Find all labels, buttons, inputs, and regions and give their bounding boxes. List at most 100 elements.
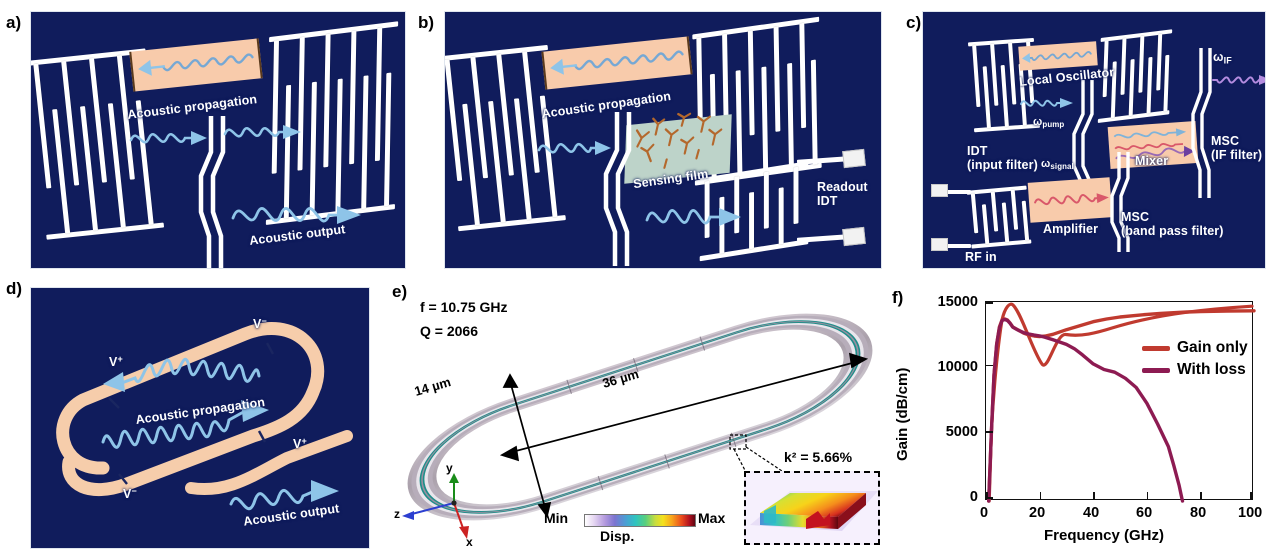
rf-in-pad-upper-c (931, 184, 948, 197)
v-minus-top-sign: − (261, 316, 267, 326)
panel-f-x-axis-title: Frequency (GHz) (1044, 527, 1165, 544)
panel-b-canvas: Acoustic propagation Sensing film Readou… (444, 11, 882, 269)
panel-f-legend-item-with-loss[interactable]: With loss (1142, 361, 1248, 379)
panel-c-label-omega-if: ωIF (1213, 50, 1232, 65)
panel-e-frequency: f = 10.75 GHz (420, 299, 508, 315)
panel-e-colorbar-min-label: Min (544, 510, 569, 526)
panel-f-xtick-label-40: 40 (1083, 505, 1100, 521)
omega-if-symbol: ω (1213, 50, 1224, 64)
panel-d-label-v-plus-bottom: V+ (293, 436, 307, 451)
panel-f-xtick-label-0: 0 (980, 505, 989, 521)
panel-f-label: f) (892, 288, 904, 307)
v-plus-top-sign: + (117, 354, 123, 364)
panel-e-colorbar-max-label: Max (698, 510, 726, 526)
panel-e-axis-label-x: x (466, 535, 473, 549)
v-plus-bottom-symbol: V (293, 437, 302, 452)
omega-pump-subscript: pump (1042, 119, 1065, 129)
panel-e-axis-label-z: z (394, 507, 400, 521)
racetrack-resonator-e (402, 313, 873, 539)
panel-f-xtick-mark-20 (1039, 492, 1042, 499)
panel-d-label: d) (6, 279, 23, 298)
panel-f-legend: Gain only With loss (1142, 339, 1248, 383)
readout-pad-top-b (842, 148, 866, 169)
panel-f-legend-swatch-with-loss (1142, 367, 1170, 373)
panel-d-label-v-minus-top: V− (253, 316, 267, 331)
panel-f-xtick-label-60: 60 (1136, 505, 1153, 521)
msc-bandpass-waveguide-c (1110, 152, 1130, 252)
panel-f-xtick-mark-40 (1093, 492, 1095, 499)
msc-if-waveguide-c (1191, 48, 1212, 198)
propagation-wave-a (138, 53, 254, 76)
panel-f-ytick-mark-15000 (986, 302, 993, 304)
panel-f-ytick-mark-0 (986, 497, 993, 499)
rf-in-idt-c (966, 185, 1034, 249)
input-wave-b (537, 141, 611, 155)
if-wave-c (1212, 75, 1265, 85)
propagation-wave-b (550, 50, 684, 75)
output-wave-a (231, 206, 361, 224)
v-plus-top-symbol: V (109, 355, 118, 370)
panel-e-label: e) (392, 282, 408, 301)
panel-f-legend-item-gain-only[interactable]: Gain only (1142, 339, 1248, 357)
omega-pump-symbol: ω (1033, 116, 1043, 128)
panel-c-label-msc-bandpass: MSC (band pass filter) (1121, 210, 1224, 239)
panel-b-label: b) (418, 13, 435, 32)
rf-in-pad-lower-c (931, 238, 948, 251)
rf-in-lead-lower-c (945, 244, 971, 248)
panel-d-label-v-plus-top: V+ (109, 354, 123, 369)
panel-b-label-readout-idt: Readout IDT (817, 180, 868, 209)
mode-shape-cross-section (746, 473, 878, 543)
panel-f-xtick-label-20: 20 (1029, 505, 1046, 521)
output-wave-b (645, 208, 741, 226)
panel-f-curves (987, 302, 1256, 503)
panel-d-canvas: V+ V− V+ V− Acoustic propagation Acousti… (30, 287, 370, 549)
omega-signal-subscript: signal (1050, 161, 1074, 171)
panel-f-xtick-label-80: 80 (1190, 505, 1207, 521)
panel-e-colorbar-quantity-label: Disp. (600, 528, 635, 544)
panel-f-legend-swatch-gain-only (1142, 345, 1170, 351)
panel-c-label-msc-if-filter: MSC (IF filter) (1211, 134, 1263, 163)
antibody-molecules-b (635, 112, 723, 169)
panel-c-label: c) (906, 13, 922, 32)
v-minus-top-symbol: V (253, 317, 262, 332)
panel-c-label-omega-pump: ωpump (1033, 116, 1064, 129)
waveguide-a (198, 116, 226, 268)
panel-f-xtick-mark-100 (1250, 492, 1252, 499)
readout-pad-bottom-b (842, 226, 866, 247)
panel-c-canvas: Local Oscillator ωIF ωpump ωsignal IDT (… (922, 11, 1266, 269)
panel-f-xtick-mark-60 (1146, 492, 1149, 499)
panel-f-legend-label-with-loss: With loss (1177, 361, 1246, 378)
panel-c-label-mixer: Mixer (1135, 154, 1169, 168)
coupled-wave-a (223, 125, 301, 139)
panel-a-label: a) (6, 13, 22, 32)
panel-e-canvas: f = 10.75 GHz Q = 2066 (392, 283, 882, 557)
panel-f-ytick-15000: 15000 (937, 294, 978, 310)
pump-wave-c (1020, 98, 1073, 108)
panel-a-canvas: Acoustic propagation Acoustic output (30, 11, 406, 269)
local-oscillator-wave-c (1022, 51, 1092, 63)
amplifier-wave-c (1034, 193, 1109, 206)
panel-f-xtick-label-100: 100 (1238, 505, 1263, 521)
panel-e-mode-shape-inset (744, 471, 880, 545)
waveguide-b (603, 112, 632, 266)
v-minus-bottom-symbol: V (123, 487, 132, 502)
panel-c-label-rf-in: RF in (965, 250, 997, 264)
racetrack-waveguide-d (56, 322, 353, 511)
panel-e-coupling-coefficient: k² = 5.66% (784, 449, 853, 465)
panel-c-label-idt-input-filter: IDT (input filter) (967, 144, 1038, 173)
panel-e-quality-factor: Q = 2066 (420, 323, 478, 339)
panel-f-legend-label-gain-only: Gain only (1177, 339, 1248, 356)
panel-f-plot-area (985, 301, 1256, 503)
panel-f-canvas: 15000 10000 5000 0 Gain (dB/cm) (886, 283, 1272, 557)
omega-if-subscript: IF (1223, 55, 1232, 66)
panel-f-ytick-5000: 5000 (945, 424, 978, 440)
rf-in-lead-upper-c (945, 190, 971, 194)
panel-f-ytick-mark-5000 (986, 431, 993, 433)
panel-f-ytick-0: 0 (969, 489, 978, 505)
v-minus-bottom-sign: − (131, 486, 137, 496)
panel-c-label-amplifier: Amplifier (1043, 222, 1099, 236)
input-wave-a (129, 131, 207, 145)
panel-f-ytick-10000: 10000 (937, 359, 978, 375)
v-plus-bottom-sign: + (301, 436, 307, 446)
